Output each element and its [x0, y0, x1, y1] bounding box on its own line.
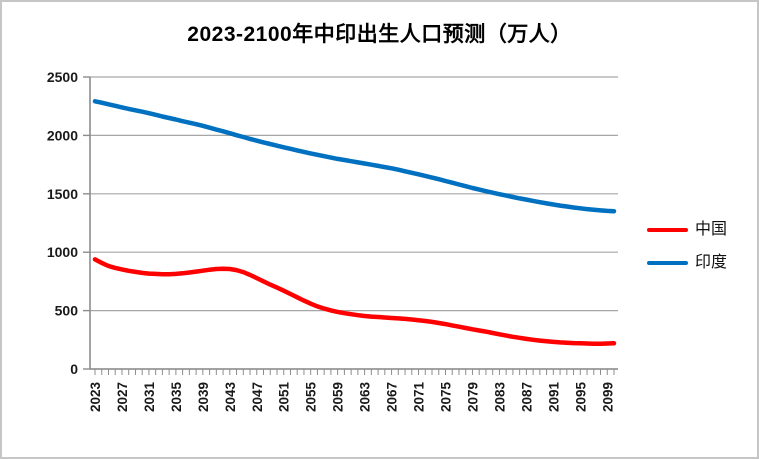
- x-tick-label: 2067: [385, 382, 400, 412]
- series-line-china: [92, 257, 617, 346]
- legend-line-sample-china: [647, 228, 688, 232]
- legend-label-china: 中国: [695, 221, 728, 238]
- x-tick-label: 2031: [142, 382, 157, 413]
- x-tick-label: 2027: [115, 382, 130, 412]
- y-tick-label: 2000: [47, 127, 78, 143]
- x-tick-label: 2023: [88, 382, 103, 413]
- y-tick-label: 500: [55, 303, 79, 319]
- x-tick-label: 2055: [304, 382, 319, 413]
- x-tick-label: 2071: [412, 382, 427, 413]
- y-tick-label: 1500: [47, 186, 78, 202]
- x-tick-label: 2087: [519, 382, 534, 412]
- legend-line-sample-india: [647, 261, 688, 265]
- x-tick-label: 2079: [465, 382, 480, 412]
- x-tick-label: 2063: [358, 382, 373, 413]
- legend-item-india: 印度: [647, 255, 727, 271]
- x-tick-label: 2099: [600, 382, 615, 412]
- x-tick-label: 2039: [196, 382, 211, 412]
- x-tick-label: 2047: [250, 382, 265, 412]
- x-tick-label: 2059: [331, 382, 346, 412]
- legend-label-india: 印度: [695, 254, 728, 271]
- x-tick-label: 2075: [438, 382, 453, 413]
- legend: 中国 印度: [647, 222, 727, 271]
- x-tick-label: 2083: [492, 382, 507, 413]
- x-tick-label: 2051: [277, 382, 292, 413]
- x-tick-label: 2035: [169, 382, 184, 413]
- x-tick-label: 2091: [546, 382, 561, 413]
- y-tick-label: 1000: [47, 244, 78, 260]
- series-line-india: [92, 99, 617, 214]
- x-tick-label: 2043: [223, 382, 238, 413]
- y-tick-label: 2500: [47, 69, 78, 85]
- x-tick-label: 2095: [573, 382, 588, 413]
- legend-item-china: 中国: [647, 222, 727, 238]
- chart-title: 2023-2100年中印出生人口预测（万人）: [187, 23, 572, 46]
- y-tick-label: 0: [70, 361, 78, 377]
